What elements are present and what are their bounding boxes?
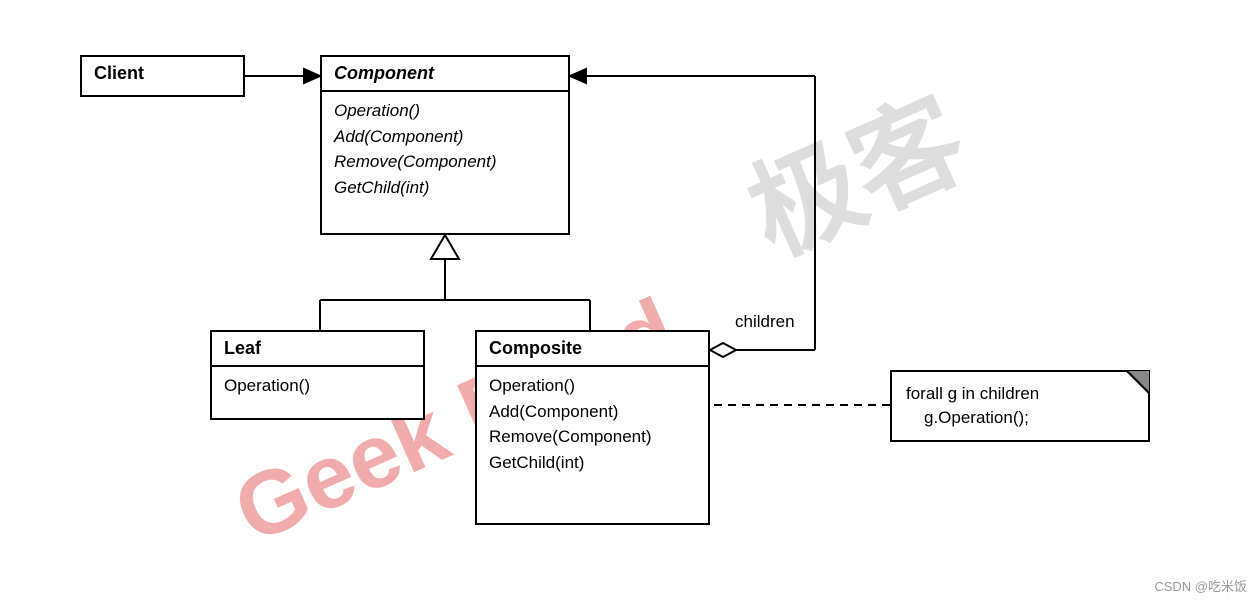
composite-methods: Operation()Add(Component)Remove(Componen… <box>477 367 708 481</box>
method-line: Operation() <box>489 373 696 399</box>
method-line: Operation() <box>224 373 411 399</box>
watermark-gray-text: 极客 <box>732 77 983 279</box>
leaf-title: Leaf <box>212 332 423 367</box>
watermark-gray: 极客 <box>720 51 986 287</box>
composite-box: Composite Operation()Add(Component)Remov… <box>475 330 710 525</box>
note-line-1: g.Operation(); <box>906 406 1134 430</box>
note-box: forall g in children g.Operation(); <box>890 370 1150 442</box>
method-line: Remove(Component) <box>489 424 696 450</box>
method-line: Remove(Component) <box>334 149 556 175</box>
client-title: Client <box>82 57 243 90</box>
footer-credit: CSDN @吃米饭 <box>1154 576 1247 595</box>
method-line: Add(Component) <box>489 399 696 425</box>
method-line: GetChild(int) <box>334 175 556 201</box>
method-line: GetChild(int) <box>489 450 696 476</box>
children-label: children <box>735 312 795 332</box>
component-methods: Operation()Add(Component)Remove(Componen… <box>322 92 568 206</box>
method-line: Add(Component) <box>334 124 556 150</box>
note-corner-icon <box>1126 370 1150 394</box>
leaf-box: Leaf Operation() <box>210 330 425 420</box>
leaf-methods: Operation() <box>212 367 423 405</box>
composite-title: Composite <box>477 332 708 367</box>
method-line: Operation() <box>334 98 556 124</box>
note-line-0: forall g in children <box>906 382 1134 406</box>
component-box: Component Operation()Add(Component)Remov… <box>320 55 570 235</box>
client-box: Client <box>80 55 245 97</box>
component-title: Component <box>322 57 568 92</box>
